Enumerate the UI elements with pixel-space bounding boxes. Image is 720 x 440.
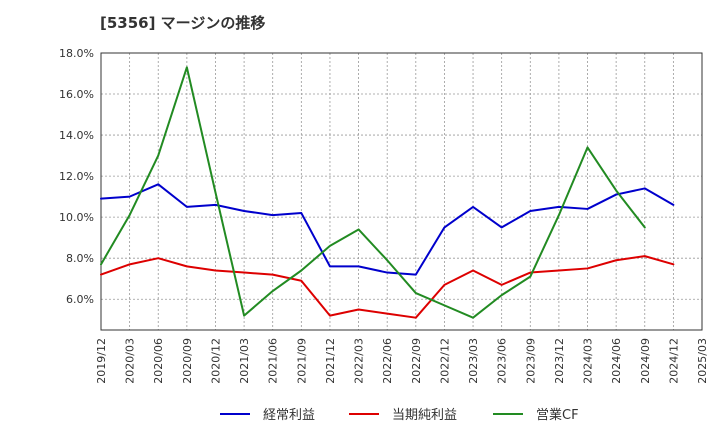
y-tick-label: 12.0% (59, 170, 94, 183)
x-tick-label: 2023/06 (496, 338, 509, 384)
x-tick-label: 2024/09 (639, 338, 652, 384)
series-line-2 (100, 255, 675, 319)
x-tick-label: 2022/09 (410, 338, 423, 384)
series-line-1 (100, 183, 675, 276)
x-tick-label: 2024/03 (582, 338, 595, 384)
legend-label-1: 経常利益 (263, 408, 315, 423)
plot-frame (100, 52, 703, 331)
x-tick-label: 2022/06 (381, 338, 394, 384)
y-tick-label: 10.0% (59, 211, 94, 224)
x-tick-label: 2023/09 (524, 338, 537, 384)
series-line-3 (100, 66, 646, 319)
x-tick-label: 2024/12 (667, 338, 680, 384)
x-tick-label: 2024/06 (610, 338, 623, 384)
x-tick-label: 2025/03 (696, 338, 709, 384)
y-tick-label: 8.0% (66, 252, 94, 265)
legend-label-2: 当期純利益 (392, 408, 457, 423)
y-tick-label: 14.0% (59, 129, 94, 142)
x-tick-label: 2021/06 (267, 338, 280, 384)
x-tick-label: 2021/03 (238, 338, 251, 384)
x-tick-label: 2021/12 (324, 338, 337, 384)
plot-area (101, 53, 702, 330)
x-tick-label: 2020/09 (181, 338, 194, 384)
x-tick-label: 2023/03 (467, 338, 480, 384)
chart-title: [5356] マージンの推移 (100, 14, 266, 32)
y-tick-label: 16.0% (59, 88, 94, 101)
x-tick-label: 2020/03 (124, 338, 137, 384)
y-tick-label: 18.0% (59, 47, 94, 60)
x-tick-label: 2021/09 (295, 338, 308, 384)
x-tick-label: 2023/12 (553, 338, 566, 384)
x-tick-label: 2022/03 (353, 338, 366, 384)
x-tick-label: 2019/12 (95, 338, 108, 384)
legend-label-3: 営業CF (536, 407, 579, 423)
y-tick-label: 6.0% (66, 293, 94, 306)
x-tick-label: 2022/12 (438, 338, 451, 384)
x-tick-label: 2020/12 (209, 338, 222, 384)
x-tick-label: 2020/06 (152, 338, 165, 384)
